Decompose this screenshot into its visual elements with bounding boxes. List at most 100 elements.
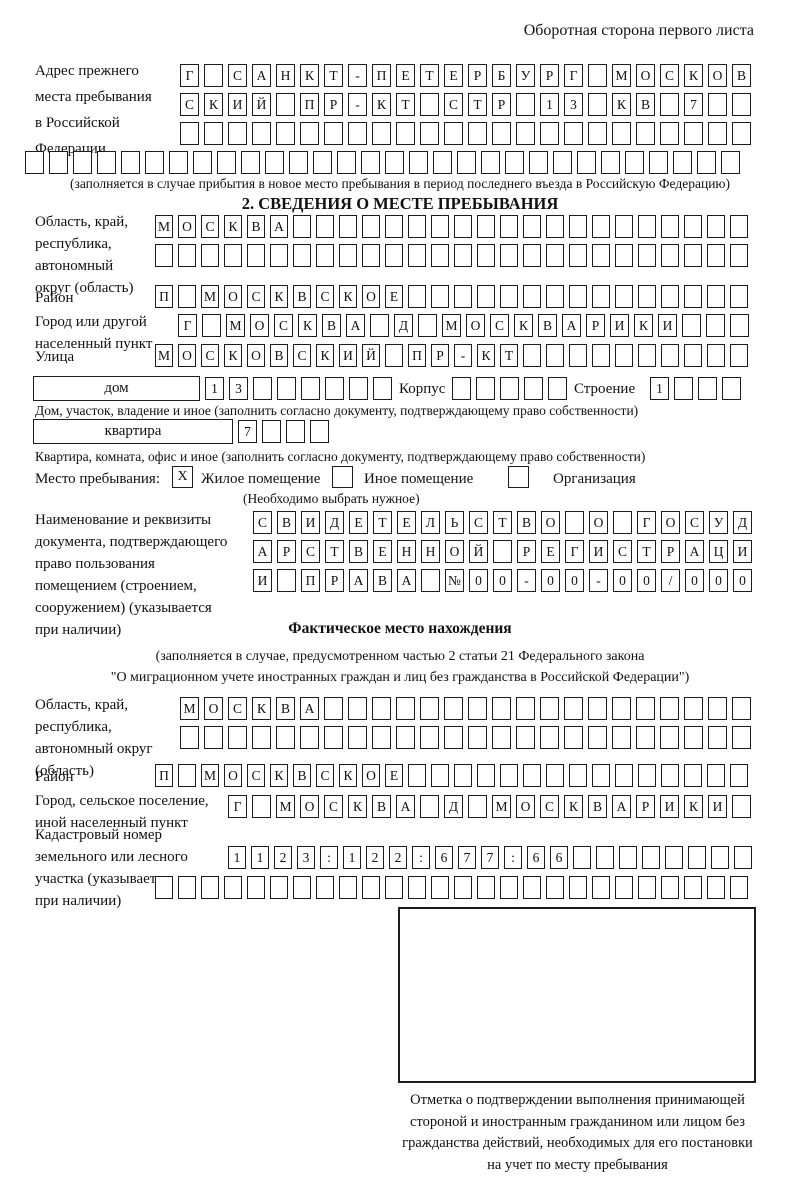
char-cell — [477, 876, 495, 899]
char-cell: Т — [396, 93, 415, 116]
char-cell — [684, 697, 703, 720]
char-cell — [420, 93, 439, 116]
char-cell: О — [636, 64, 655, 87]
char-cell: К — [298, 314, 317, 337]
char-cell: 7 — [238, 420, 257, 443]
char-cell — [564, 726, 583, 749]
char-cell — [500, 764, 518, 787]
oblast-label: Область, край, республика, автономный округ… — [35, 211, 133, 299]
char-cell — [707, 344, 725, 367]
char-cell — [636, 726, 655, 749]
option-zhiloe-label: Жилое помещение — [201, 471, 321, 487]
char-cell — [454, 876, 472, 899]
label-line: (область) — [35, 763, 94, 779]
char-cell: 3 — [564, 93, 583, 116]
checkbox-inoe — [332, 466, 353, 488]
kvartira-note: Квартира, комната, офис и иное (заполнит… — [35, 449, 646, 464]
char-cell: С — [685, 511, 704, 534]
char-cell: В — [322, 314, 341, 337]
char-cell — [370, 314, 389, 337]
char-cell — [708, 726, 727, 749]
char-cell: Д — [394, 314, 413, 337]
char-cell: 7 — [458, 846, 476, 869]
char-cell — [540, 122, 559, 145]
char-cell: А — [253, 540, 272, 563]
char-cell — [178, 876, 196, 899]
char-cell: Е — [396, 64, 415, 87]
char-cell: Е — [385, 285, 403, 308]
char-cell: Р — [661, 540, 680, 563]
stroenie-row: 1 — [650, 377, 741, 400]
char-cell — [707, 764, 725, 787]
gorod-label: Город или другой населенный пункт — [35, 311, 152, 355]
prev-address-label: Адрес прежнего места пребывания в Российск… — [35, 58, 152, 162]
char-cell: К — [224, 215, 242, 238]
char-cell: Г — [180, 64, 199, 87]
char-cell: В — [277, 511, 296, 534]
char-cell — [734, 846, 752, 869]
char-cell — [155, 876, 173, 899]
char-cell — [588, 726, 607, 749]
char-cell — [454, 215, 472, 238]
doc-row-3: И П Р А В А № 0 0-0 0-0 0/0 0 0 — [253, 569, 752, 592]
char-cell: К — [612, 93, 631, 116]
char-cell — [492, 697, 511, 720]
char-cell — [270, 244, 288, 267]
char-cell: В — [538, 314, 557, 337]
char-cell: В — [373, 569, 392, 592]
char-cell — [339, 215, 357, 238]
char-cell: 0 — [733, 569, 752, 592]
char-cell — [615, 244, 633, 267]
char-cell: С — [201, 215, 219, 238]
char-cell: О — [445, 540, 464, 563]
char-cell — [444, 726, 463, 749]
char-cell — [409, 151, 428, 174]
char-cell — [615, 876, 633, 899]
char-cell: П — [408, 344, 426, 367]
char-cell — [454, 285, 472, 308]
char-cell — [310, 420, 329, 443]
char-cell — [730, 764, 748, 787]
char-cell — [649, 151, 668, 174]
char-cell — [588, 697, 607, 720]
stroenie-label: Строение — [574, 381, 636, 397]
char-cell — [193, 151, 212, 174]
char-cell: А — [346, 314, 365, 337]
char-cell: 6 — [550, 846, 568, 869]
char-cell — [730, 344, 748, 367]
char-cell — [601, 151, 620, 174]
char-cell — [569, 285, 587, 308]
char-cell — [500, 377, 519, 400]
char-cell — [178, 285, 196, 308]
label-line: при наличии) — [35, 622, 122, 638]
char-cell — [325, 377, 344, 400]
char-cell — [300, 122, 319, 145]
char-cell — [569, 344, 587, 367]
char-cell — [516, 726, 535, 749]
char-cell — [684, 764, 702, 787]
char-cell — [204, 726, 223, 749]
char-cell: И — [228, 93, 247, 116]
raion-label: Район — [35, 290, 74, 306]
korpus-label: Корпус — [399, 381, 446, 397]
char-cell — [684, 244, 702, 267]
label-line: автономный — [35, 258, 114, 274]
char-cell — [500, 244, 518, 267]
label-line: республика, — [35, 236, 112, 252]
char-cell: Р — [517, 540, 536, 563]
char-cell — [523, 215, 541, 238]
char-cell — [730, 285, 748, 308]
char-cell: : — [504, 846, 522, 869]
char-cell: А — [612, 795, 631, 818]
label-line: республика, — [35, 719, 112, 735]
char-cell — [316, 244, 334, 267]
char-cell — [337, 151, 356, 174]
char-cell: Р — [586, 314, 605, 337]
mesto-label: Место пребывания: — [35, 471, 160, 487]
ulitsa-label: Улица — [35, 349, 75, 365]
